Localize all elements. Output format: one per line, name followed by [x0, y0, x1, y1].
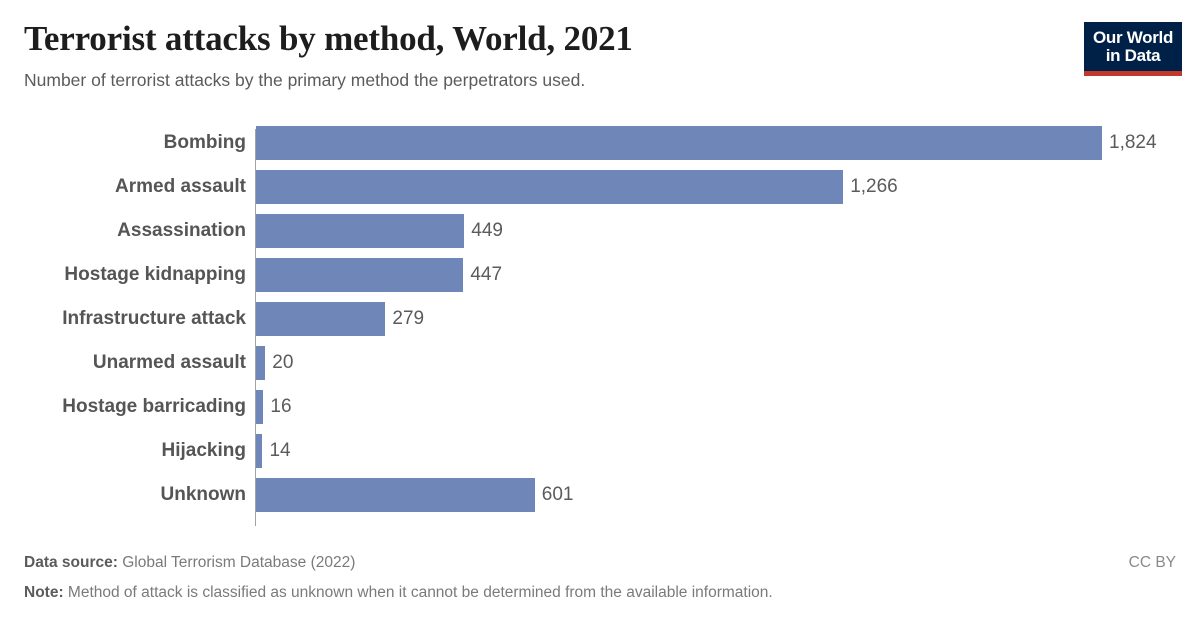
bar-row[interactable]: Hijacking 14 [24, 434, 1176, 468]
note-label: Note: [24, 584, 64, 601]
bar-value-label: 447 [470, 264, 503, 285]
logo-underline [1084, 71, 1182, 76]
bar-category-label: Unarmed assault [92, 352, 246, 373]
chart-subtitle: Number of terrorist attacks by the prima… [24, 70, 586, 90]
bar-wrapper: 279 [256, 302, 1176, 336]
bar-value-label: 20 [272, 352, 294, 373]
data-source-value[interactable]: Global Terrorism Database (2022) [122, 554, 356, 571]
bar-row[interactable]: Infrastructure attack 279 [24, 302, 1176, 336]
bar-value-label: 601 [541, 484, 574, 505]
bar-chart-plot-area: Bombing 1,824 Armed assault 1,266 Assassinat… [24, 126, 1176, 526]
data-source-row: Data source: Global Terrorism Database (… [24, 551, 1176, 575]
bar[interactable] [256, 302, 386, 336]
note-row: Note: Method of attack is classified as … [24, 581, 1176, 605]
bar-row[interactable]: Unarmed assault 20 [24, 346, 1176, 380]
bar-value-label: 449 [471, 220, 503, 241]
bar[interactable] [256, 478, 535, 512]
bar-value-label: 279 [392, 308, 425, 329]
bar[interactable] [256, 346, 266, 380]
bar-category-label: Unknown [160, 484, 247, 505]
bar-category-label: Infrastructure attack [62, 308, 246, 329]
bar-category-label: Hostage kidnapping [64, 264, 246, 285]
bar-row[interactable]: Assassination 449 [24, 214, 1176, 248]
license-label[interactable]: CC BY [1128, 554, 1176, 571]
bar[interactable] [256, 434, 263, 468]
page-title: Terrorist attacks by method, World, 2021 [24, 19, 633, 58]
bar-row-list: Bombing 1,824 Armed assault 1,266 Assassinat… [24, 126, 1176, 522]
bar-category-label: Bombing [163, 132, 246, 153]
bar-value-label: 16 [270, 396, 292, 417]
bar-category-label: Armed assault [115, 176, 246, 197]
bar[interactable] [256, 126, 1102, 160]
bar-row[interactable]: Bombing 1,824 [24, 126, 1176, 160]
bar[interactable] [256, 258, 464, 292]
bar-wrapper: 447 [256, 258, 1176, 292]
bar-value-label: 1,266 [850, 176, 898, 197]
chart-header: Terrorist attacks by method, World, 2021… [24, 18, 1070, 92]
y-axis-line [255, 129, 256, 526]
bar[interactable] [256, 390, 264, 424]
bar[interactable] [256, 170, 844, 204]
bar-row[interactable]: Hostage kidnapping 447 [24, 258, 1176, 292]
bar-row[interactable]: Unknown 601 [24, 478, 1176, 512]
bar-value-label: 14 [269, 440, 291, 461]
data-source-label: Data source: [24, 554, 118, 571]
bar-wrapper: 1,824 [256, 126, 1176, 160]
our-world-in-data-logo[interactable]: Our World in Data [1084, 22, 1182, 76]
bar-category-label: Hijacking [161, 440, 246, 461]
bar-wrapper: 16 [256, 390, 1176, 424]
bar-wrapper: 449 [256, 214, 1176, 248]
bar-category-label: Assassination [117, 220, 246, 241]
chart-footer: Data source: Global Terrorism Database (… [24, 551, 1176, 605]
bar[interactable] [256, 214, 465, 248]
bar-category-label: Hostage barricading [62, 396, 246, 417]
bar-row[interactable]: Hostage barricading 16 [24, 390, 1176, 424]
bar-wrapper: 601 [256, 478, 1176, 512]
note-value: Method of attack is classified as unknow… [67, 584, 773, 601]
bar-wrapper: 14 [256, 434, 1176, 468]
bar-wrapper: 1,266 [256, 170, 1176, 204]
bar-row[interactable]: Armed assault 1,266 [24, 170, 1176, 204]
bar-wrapper: 20 [256, 346, 1176, 380]
logo-line-1: Our World [1092, 28, 1174, 47]
bar-value-label: 1,824 [1109, 132, 1157, 153]
logo-line-2: in Data [1105, 46, 1161, 65]
